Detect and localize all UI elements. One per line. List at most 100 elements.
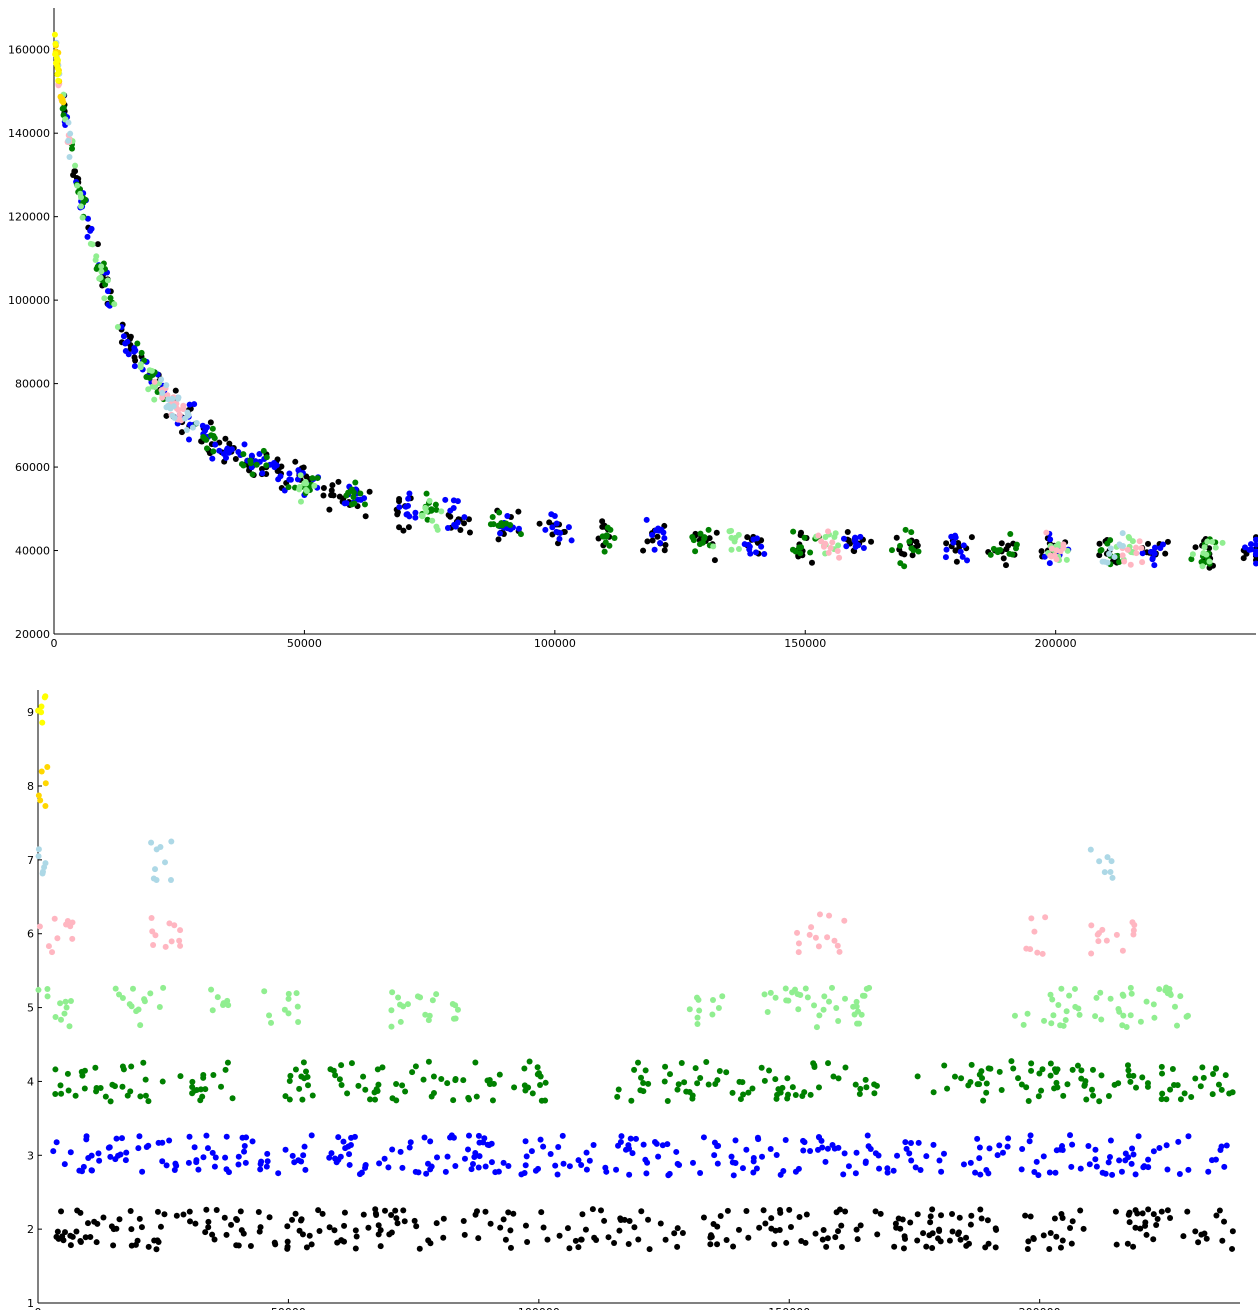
scatter-point xyxy=(661,547,668,554)
band-point-level-4 xyxy=(789,1084,796,1091)
band-point-level-3 xyxy=(421,1134,428,1141)
band-point-level-5 xyxy=(1107,995,1114,1002)
band-point-level-3 xyxy=(875,1152,882,1159)
band-point-level-5 xyxy=(433,991,440,998)
scatter-point xyxy=(447,513,454,520)
bottom-chart-x-tick-label: 50000 xyxy=(271,1306,306,1310)
band-point-level-4 xyxy=(309,1092,316,1099)
band-point-level-4 xyxy=(1088,1086,1095,1093)
band-point-level-5 xyxy=(833,1004,840,1011)
band-point-level-5 xyxy=(67,997,74,1004)
scatter-point xyxy=(362,513,369,520)
band-point-level-2 xyxy=(936,1228,943,1235)
band-point-level-4 xyxy=(1192,1075,1199,1082)
band-point-level-2 xyxy=(540,1224,547,1231)
scatter-point xyxy=(424,516,431,523)
band-point-level-2 xyxy=(1024,1245,1031,1252)
band-point-level-5 xyxy=(295,1018,302,1025)
scatter-point xyxy=(350,493,357,500)
band-point-level-4 xyxy=(200,1072,207,1079)
band-point-level-3 xyxy=(289,1152,296,1159)
band-point-level-3 xyxy=(83,1136,90,1143)
band-point-level-2 xyxy=(1130,1243,1137,1250)
scatter-point xyxy=(915,548,922,555)
scatter-point xyxy=(1151,562,1158,569)
band-point-level-4 xyxy=(1124,1062,1131,1069)
band-point-level-3 xyxy=(1122,1157,1129,1164)
band-point-level-2 xyxy=(393,1215,400,1222)
band-point-level-4 xyxy=(1171,1082,1178,1089)
scatter-point xyxy=(159,394,166,401)
band-point-level-4 xyxy=(871,1090,878,1097)
band-point-level-3 xyxy=(773,1151,780,1158)
band-point-level-5 xyxy=(397,1018,404,1025)
band-point-level-4 xyxy=(1038,1087,1045,1094)
band-point-level-6 xyxy=(152,932,159,939)
scatter-point xyxy=(232,455,239,462)
band-point-level-2 xyxy=(386,1231,393,1238)
band-point-level-5 xyxy=(57,1000,64,1007)
band-point-level-5 xyxy=(1060,1022,1067,1029)
band-point-level-2 xyxy=(326,1224,333,1231)
scatter-point xyxy=(1139,559,1146,566)
band-point-level-4 xyxy=(210,1071,217,1078)
band-point-level-2 xyxy=(1113,1241,1120,1248)
scatter-point xyxy=(98,268,105,275)
scatter-point xyxy=(1101,558,1108,565)
band-point-level-3 xyxy=(967,1159,974,1166)
band-point-level-3 xyxy=(88,1167,95,1174)
band-point-level-3 xyxy=(613,1166,620,1173)
scatter-point xyxy=(960,542,967,549)
band-point-level-4 xyxy=(1018,1081,1025,1088)
scatter-point xyxy=(330,492,337,499)
band-point-level-2 xyxy=(1158,1208,1165,1215)
band-point-level-6 xyxy=(1131,921,1138,928)
band-point-level-3 xyxy=(1057,1146,1064,1153)
band-point-level-3 xyxy=(484,1141,491,1148)
band-point-level-6 xyxy=(1088,950,1095,957)
band-point-level-2 xyxy=(914,1211,921,1218)
band-point-level-2 xyxy=(299,1231,306,1238)
band-point-level-3 xyxy=(1102,1170,1109,1177)
band-point-level-2 xyxy=(392,1207,399,1214)
band-point-level-4 xyxy=(1126,1072,1133,1079)
band-point-level-2 xyxy=(319,1210,326,1217)
band-point-level-2 xyxy=(978,1215,985,1222)
band-point-level-2 xyxy=(1143,1231,1150,1238)
band-point-level-3 xyxy=(711,1152,718,1159)
scatter-point xyxy=(1164,538,1171,545)
band-point-level-5 xyxy=(454,1006,461,1013)
band-point-level-4 xyxy=(664,1098,671,1105)
scatter-point xyxy=(750,536,757,543)
band-point-level-6 xyxy=(150,942,157,949)
band-point-level-2 xyxy=(382,1207,389,1214)
band-point-level-5 xyxy=(802,985,809,992)
scatter-point xyxy=(263,454,270,461)
scatter-point xyxy=(943,546,950,553)
scatter-point xyxy=(1199,563,1206,570)
band-point-level-2 xyxy=(1229,1245,1236,1252)
band-point-level-2 xyxy=(605,1234,612,1241)
band-point-level-3 xyxy=(469,1161,476,1168)
band-point-level-2 xyxy=(833,1209,840,1216)
band-point-level-7 xyxy=(41,864,48,871)
band-point-level-6 xyxy=(1119,947,1126,954)
band-point-level-2 xyxy=(582,1226,589,1233)
band-point-level-3 xyxy=(342,1145,349,1152)
band-point-level-3 xyxy=(535,1165,542,1172)
band-point-level-3 xyxy=(389,1146,396,1153)
band-point-level-4 xyxy=(856,1090,863,1097)
band-point-level-3 xyxy=(76,1167,83,1174)
band-point-level-2 xyxy=(735,1226,742,1233)
band-point-level-2 xyxy=(992,1244,999,1251)
band-point-level-2 xyxy=(186,1208,193,1215)
band-point-level-2 xyxy=(203,1206,210,1213)
scatter-point xyxy=(405,495,412,502)
band-point-level-2 xyxy=(707,1234,714,1241)
scatter-point xyxy=(689,533,696,540)
scatter-point xyxy=(84,215,91,222)
band-point-level-4 xyxy=(355,1082,362,1089)
band-point-level-3 xyxy=(994,1152,1001,1159)
scatter-point xyxy=(827,545,834,552)
scatter-point xyxy=(489,514,496,521)
